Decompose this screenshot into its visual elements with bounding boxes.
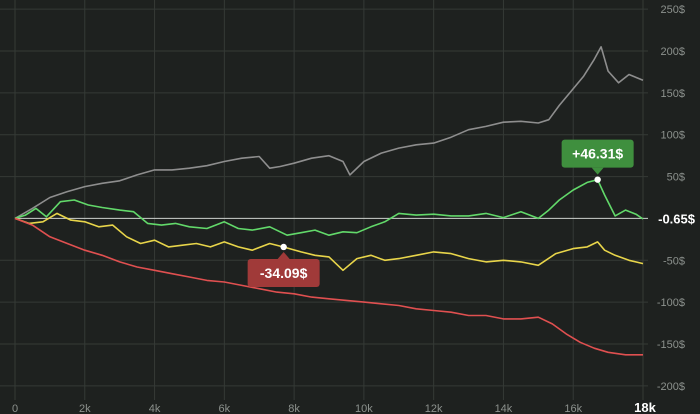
grid bbox=[0, 0, 648, 400]
x-tick-label-8: 16k bbox=[564, 403, 582, 414]
y-tick-label-5: -50$ bbox=[663, 255, 685, 267]
x-tick-label-1: 2k bbox=[79, 403, 91, 414]
current-value-label: -0.65$ bbox=[658, 211, 696, 226]
annotation-label-1: -34.09$ bbox=[260, 265, 308, 281]
x-tick-label-3: 6k bbox=[219, 403, 231, 414]
x-tick-label-7: 14k bbox=[495, 403, 513, 414]
annotation-layer: +46.31$ -34.09$ bbox=[247, 139, 634, 287]
series-line-1 bbox=[14, 178, 644, 236]
x-tick-label-0: 0 bbox=[12, 403, 18, 414]
y-axis: 250$ 200$ 150$ 100$ 50$ -50$ -100$ -150$ -200$ bbox=[657, 4, 685, 393]
annotation-box-0 bbox=[561, 139, 634, 168]
x-tick-label-6: 12k bbox=[425, 403, 443, 414]
annotation-label-0: +46.31$ bbox=[572, 146, 623, 162]
y-tick-label-2: 150$ bbox=[661, 88, 685, 100]
annotation-badge-0: +46.31$ bbox=[561, 139, 634, 183]
y-tick-label-0: 250$ bbox=[661, 4, 685, 16]
series-line-2 bbox=[14, 212, 644, 272]
series-line-0 bbox=[14, 45, 644, 220]
y-tick-label-7: -150$ bbox=[657, 339, 685, 351]
y-tick-label-4: 50$ bbox=[667, 172, 685, 184]
x-axis: 0 2k 4k 6k 8k 10k 12k 14k 16k 18k bbox=[12, 400, 657, 414]
x-tick-label-2: 4k bbox=[149, 403, 161, 414]
annotation-pointer-1 bbox=[277, 251, 290, 259]
annotation-point-1 bbox=[280, 243, 287, 251]
y-tick-label-8: -200$ bbox=[657, 381, 685, 393]
annotation-badge-1: -34.09$ bbox=[247, 243, 320, 287]
annotation-point-0 bbox=[594, 176, 601, 183]
y-tick-label-6: -100$ bbox=[657, 297, 685, 309]
series-layer bbox=[14, 45, 644, 356]
y-tick-label-3: 100$ bbox=[661, 130, 685, 142]
y-tick-label-1: 200$ bbox=[661, 46, 685, 58]
annotation-pointer-0 bbox=[591, 167, 604, 175]
annotation-box-1 bbox=[247, 258, 320, 287]
x-tick-label-9: 18k bbox=[634, 400, 656, 414]
x-tick-label-5: 10k bbox=[355, 403, 373, 414]
series-line-3 bbox=[14, 217, 643, 356]
x-tick-label-4: 8k bbox=[288, 403, 300, 414]
